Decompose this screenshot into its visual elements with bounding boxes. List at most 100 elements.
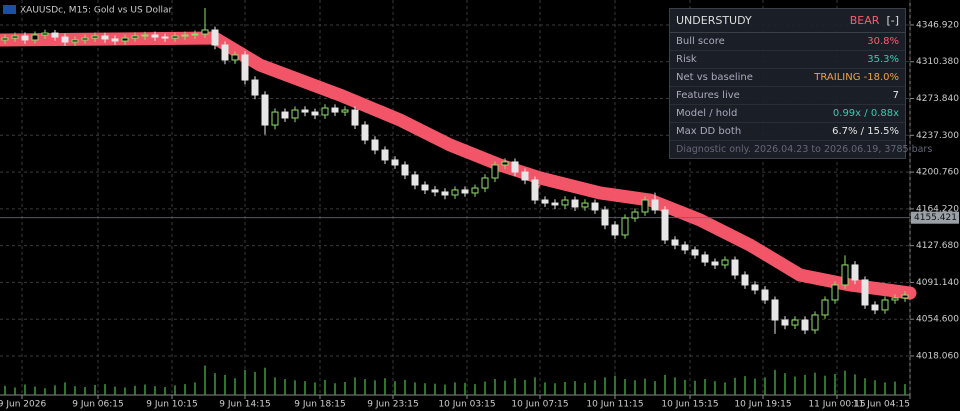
candle-body [851, 264, 859, 281]
row-label: Net vs baseline [676, 72, 753, 83]
candle-body [311, 111, 319, 116]
candle-body [731, 259, 739, 276]
candle-body [491, 164, 499, 179]
candle-body [901, 294, 909, 299]
panel-footer: Diagnostic only. 2026.04.23 to 2026.06.1… [676, 144, 933, 155]
candle-body [261, 94, 269, 126]
candle-body [321, 107, 329, 116]
x-tick-label: 9 Jun 18:15 [294, 400, 345, 410]
row-value: 30.8% [867, 36, 899, 47]
panel-row: Bull score 30.8% [670, 33, 905, 51]
current-price-box [911, 211, 959, 224]
candle-body [831, 284, 839, 301]
panel-rows: Bull score 30.8% Risk 35.3% Net vs baseline T… [670, 33, 905, 141]
candle-body [651, 199, 659, 211]
row-label: Features live [676, 90, 740, 101]
candle-body [841, 264, 849, 286]
x-tick-label: 11 Jun 00:15 [808, 400, 865, 410]
x-tick-label: 10 Jun 19:15 [734, 400, 791, 410]
candle-body [341, 109, 349, 113]
symbol-icon [3, 5, 16, 14]
candle-body [891, 297, 899, 301]
candle-body [31, 34, 39, 41]
candle-body [741, 274, 749, 286]
candle-body [611, 224, 619, 236]
candle-body [141, 34, 149, 37]
candle-body [791, 319, 799, 326]
row-label: Max DD both [676, 126, 742, 137]
candle-body [221, 44, 229, 61]
chart-title: XAUUSDc, M15: Gold vs US Dollar [20, 6, 172, 16]
row-value: 35.3% [867, 54, 899, 65]
candle-body [481, 177, 489, 189]
candle-body [801, 319, 809, 331]
candle-body [771, 299, 779, 321]
candle-body [871, 304, 879, 311]
y-tick-label: 4091.140 [916, 278, 959, 288]
ribbon [0, 31, 917, 300]
candle-body [721, 259, 729, 266]
y-tick-label: 4127.680 [916, 241, 959, 251]
candle-body [601, 209, 609, 226]
candle-body [171, 35, 179, 39]
candle-body [361, 124, 369, 141]
candle-body [581, 202, 589, 208]
candle-body [881, 299, 889, 311]
panel-row: Risk 35.3% [670, 51, 905, 69]
candle-body [671, 239, 679, 246]
candle-body [61, 36, 69, 43]
current-price-label: 4155.421 [914, 213, 957, 223]
candle-body [781, 319, 789, 326]
candle-body [661, 209, 669, 241]
understudy-panel: UNDERSTUDY BEAR [-] Bull score 30.8% Risk 35… [669, 8, 933, 159]
candle-body [281, 111, 289, 119]
candle-body [401, 164, 409, 176]
candle-body [101, 35, 109, 40]
x-tick-label: 10 Jun 15:15 [661, 400, 718, 410]
candle-body [811, 314, 819, 331]
candle-body [691, 249, 699, 256]
x-tick-label: 9 Jun 2026 [0, 400, 46, 410]
candle-body [681, 244, 689, 251]
collapse-button[interactable]: [-] [886, 14, 899, 27]
panel-header: UNDERSTUDY BEAR [-] [670, 9, 905, 33]
candle-body [131, 35, 139, 39]
candle-body [291, 109, 299, 119]
candle-body [251, 79, 259, 96]
candle-body [181, 34, 189, 37]
panel-state-group: BEAR [-] [850, 14, 899, 27]
candle-body [631, 211, 639, 219]
x-tick-label: 9 Jun 14:15 [219, 400, 270, 410]
candle-body [351, 109, 359, 126]
candle-body [301, 109, 309, 113]
row-value: 7 [892, 90, 899, 101]
candle-body [421, 184, 429, 191]
candle-body [861, 279, 869, 306]
candle-body [461, 189, 469, 194]
candle-body [111, 38, 119, 42]
panel-title: UNDERSTUDY [676, 14, 752, 27]
x-tick-label: 9 Jun 23:15 [367, 400, 418, 410]
candle-body [191, 33, 199, 36]
y-tick-label: 4164.220 [916, 204, 959, 214]
candle-body [21, 35, 29, 41]
candle-body [541, 199, 549, 204]
candle-body [521, 171, 529, 181]
candle-body [41, 32, 49, 36]
candle-body [511, 161, 519, 173]
candle-body [621, 217, 629, 236]
candle-body [381, 149, 389, 161]
candle-body [331, 107, 339, 113]
candle-body [391, 159, 399, 166]
candle-body [81, 37, 89, 41]
candle-body [211, 29, 219, 46]
x-tick-label: 10 Jun 11:15 [586, 400, 643, 410]
candle-body [761, 289, 769, 301]
row-value: 6.7% / 15.5% [832, 126, 899, 137]
y-tick-label: 4054.600 [916, 315, 959, 325]
candle-body [531, 179, 539, 201]
candle-body [751, 284, 759, 291]
candle-body [91, 35, 99, 39]
x-tick-label: 9 Jun 10:15 [146, 400, 197, 410]
panel-row: Model / hold 0.99x / 0.88x [670, 105, 905, 123]
